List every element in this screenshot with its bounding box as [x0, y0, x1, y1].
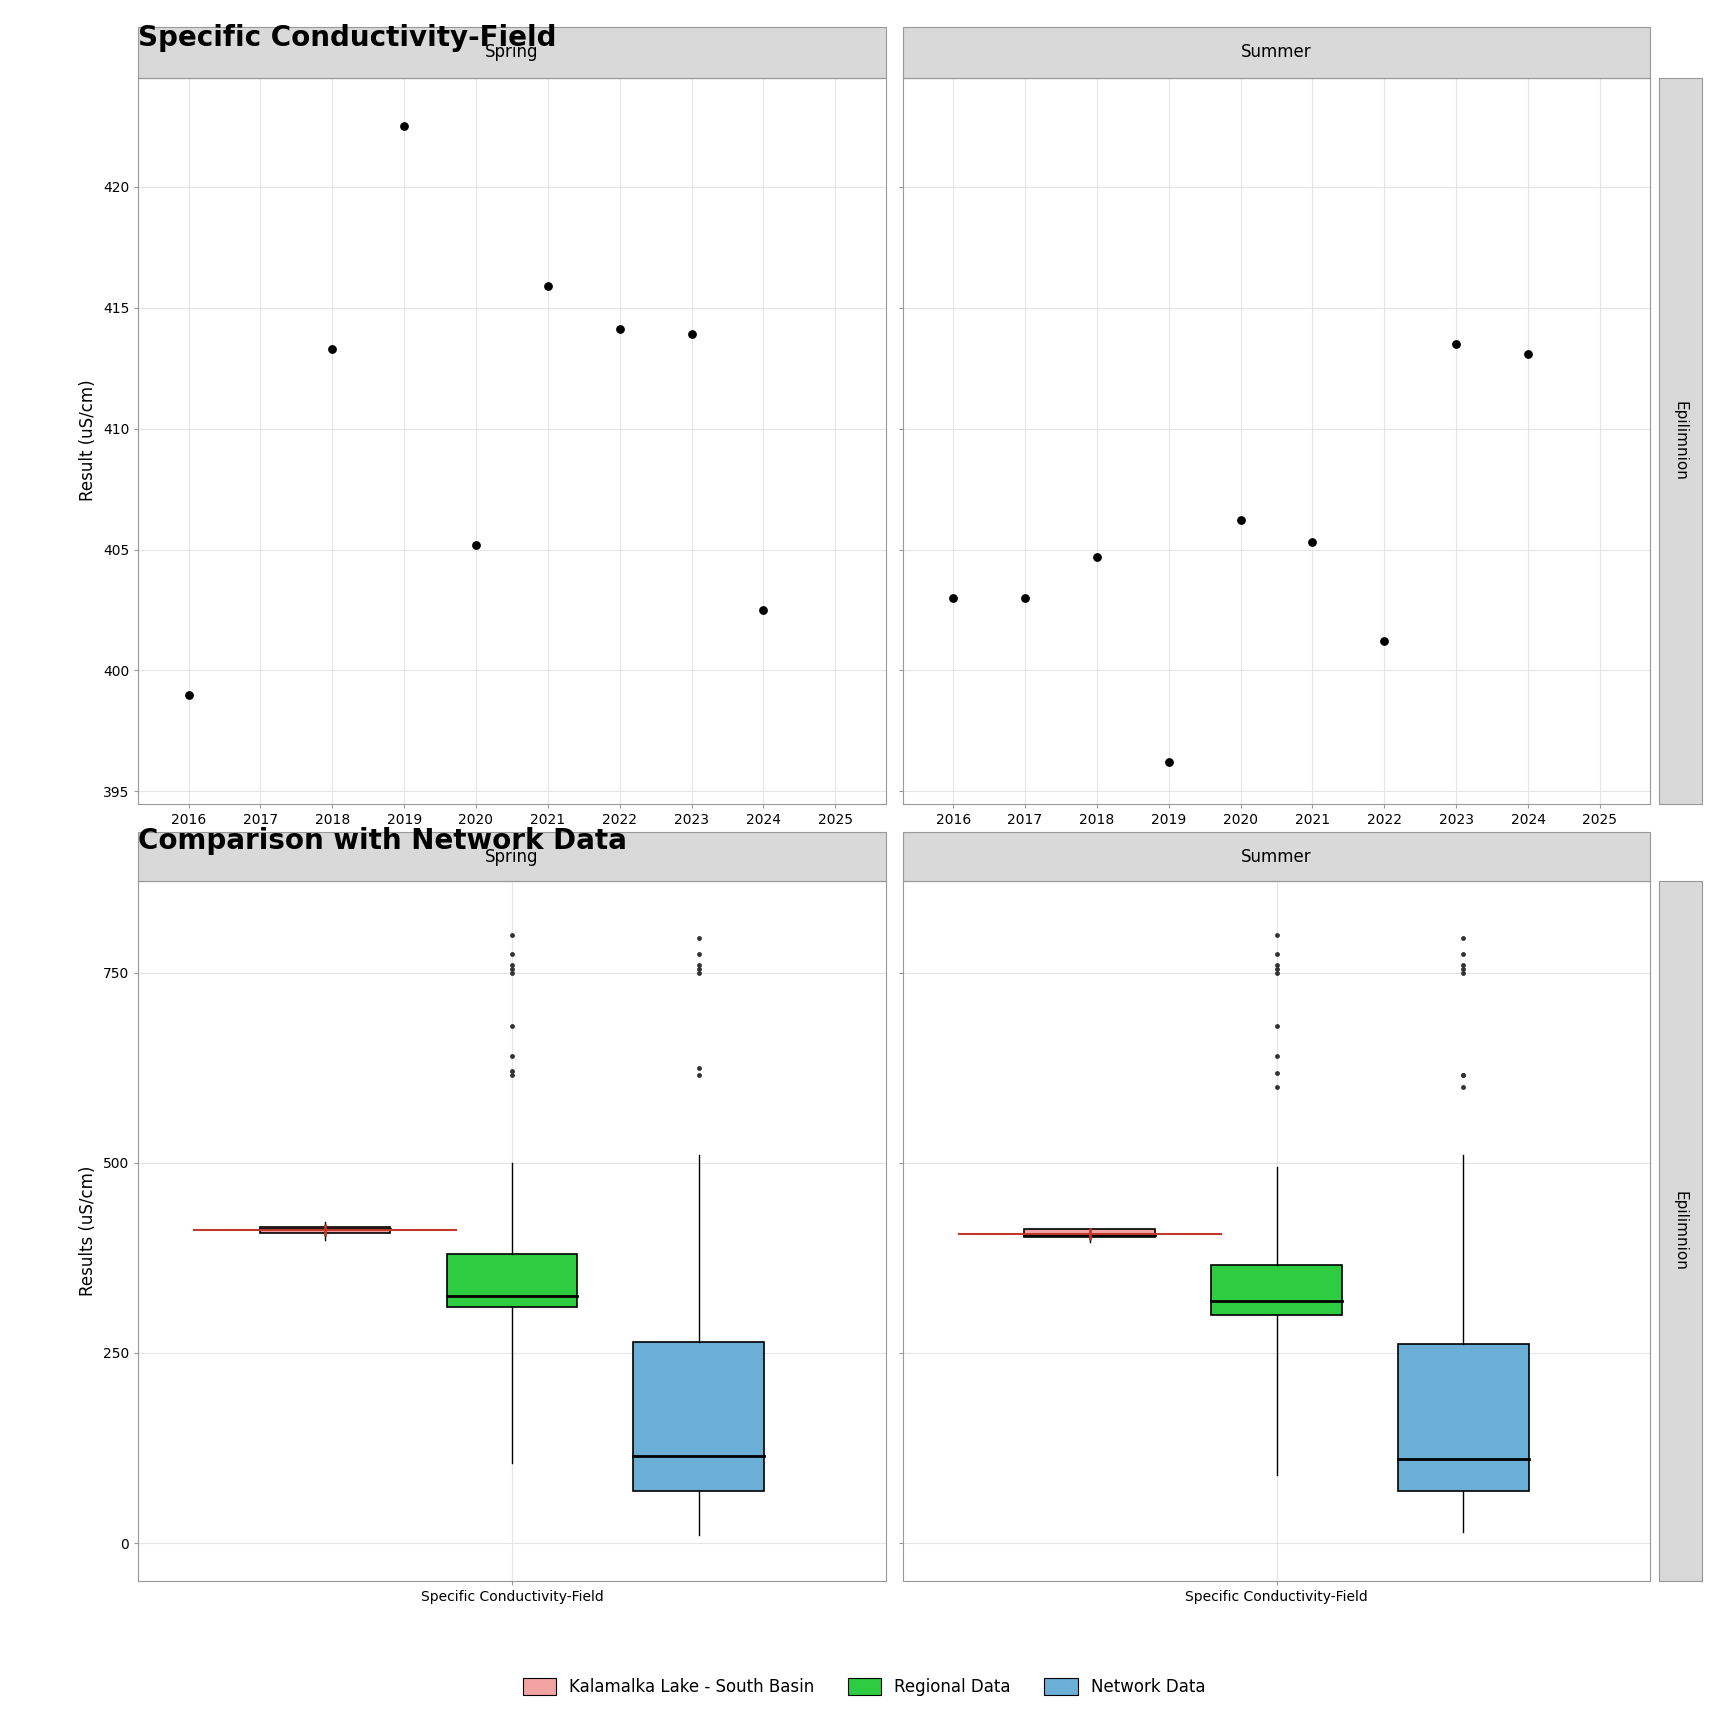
Point	[1299, 529, 1327, 556]
Point	[534, 271, 562, 299]
Legend: Kalamalka Lake - South Basin, Regional Data, Network Data: Kalamalka Lake - South Basin, Regional D…	[517, 1671, 1211, 1702]
Text: Specific Conductivity-Field: Specific Conductivity-Field	[138, 24, 556, 52]
Point	[1443, 330, 1471, 358]
Bar	[1025, 1229, 1154, 1237]
Point	[1083, 543, 1111, 570]
Point	[175, 681, 202, 708]
Bar	[1211, 1265, 1343, 1315]
Point	[318, 335, 346, 363]
Point	[1154, 748, 1182, 776]
Text: Summer: Summer	[1241, 848, 1312, 866]
Y-axis label: Results (uS/cm): Results (uS/cm)	[79, 1166, 97, 1296]
Text: Epilimnion: Epilimnion	[1673, 1191, 1688, 1272]
Y-axis label: Result (uS/cm): Result (uS/cm)	[79, 380, 97, 501]
Point	[677, 320, 705, 347]
Point	[607, 316, 634, 344]
Text: Spring: Spring	[486, 43, 539, 62]
Point	[940, 584, 968, 612]
Point	[1011, 584, 1039, 612]
Bar	[446, 1255, 577, 1308]
Point	[1227, 506, 1255, 534]
Point	[461, 530, 489, 558]
Text: Epilimnion: Epilimnion	[1673, 401, 1688, 480]
Bar	[902, 28, 1650, 78]
Point	[750, 596, 778, 624]
Bar	[259, 1227, 391, 1232]
Point	[391, 112, 418, 140]
Text: Spring: Spring	[486, 848, 539, 866]
Bar	[634, 1341, 764, 1491]
Point	[1370, 627, 1398, 655]
Text: Summer: Summer	[1241, 43, 1312, 62]
Bar	[138, 833, 885, 881]
Bar	[902, 833, 1650, 881]
Bar	[138, 28, 885, 78]
Text: Comparison with Network Data: Comparison with Network Data	[138, 828, 627, 855]
Point	[1514, 340, 1541, 368]
Bar	[1398, 1344, 1529, 1491]
